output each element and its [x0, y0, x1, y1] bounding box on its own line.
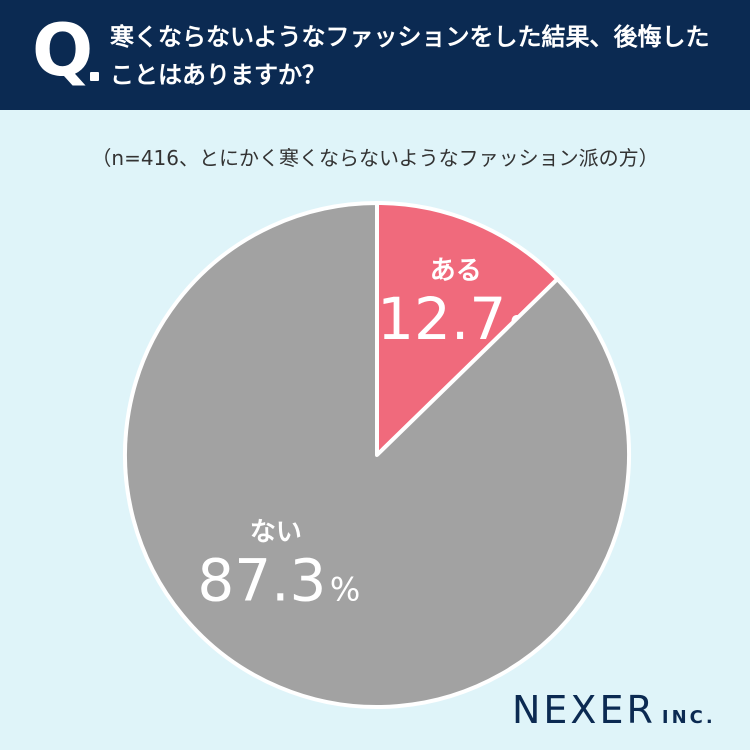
slice-label-no: ない	[250, 518, 302, 548]
slice-value-yes: 12.7	[377, 285, 506, 353]
pie-slice-yes	[375, 201, 560, 457]
slice-value-no: 87.3	[197, 547, 326, 615]
q-mark: Q	[32, 8, 94, 92]
pie-slice-no	[123, 201, 631, 709]
logo-suffix: INC.	[661, 707, 716, 728]
slice-label-yes: ある	[430, 256, 482, 286]
company-logo: NEXER INC.	[512, 688, 716, 732]
slice-unit-no: %	[330, 571, 360, 609]
question-header: Q 寒くならないようなファッションをした結果、後悔したことはありますか？	[0, 0, 750, 110]
q-dot	[90, 72, 99, 81]
logo-name: NEXER	[512, 688, 656, 732]
question-text: 寒くならないようなファッションをした結果、後悔したことはありますか？	[110, 23, 710, 89]
sample-note: （n=416、とにかく寒くならないようなファッション派の方）	[91, 146, 659, 170]
